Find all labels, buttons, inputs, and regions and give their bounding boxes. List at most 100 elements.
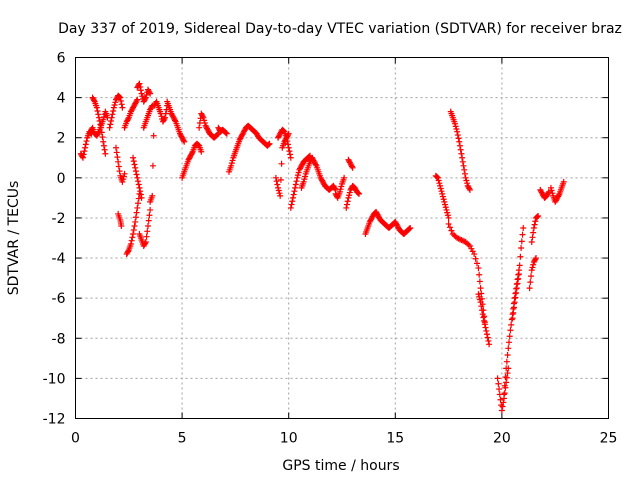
data-point [118, 222, 125, 229]
data-series [106, 92, 126, 131]
data-point [161, 116, 168, 123]
data-series [343, 182, 363, 211]
data-point [112, 99, 119, 106]
chart-title: Day 337 of 2019, Sidereal Day-to-day VTE… [58, 21, 622, 37]
data-point [337, 186, 344, 193]
data-point [496, 386, 503, 393]
data-point [439, 190, 446, 197]
data-point [119, 178, 126, 185]
data-series [298, 154, 339, 193]
data-point [437, 185, 444, 192]
data-point [129, 234, 136, 241]
data-point [499, 403, 506, 410]
data-point [189, 150, 196, 157]
data-point [285, 144, 292, 151]
data-point [448, 227, 455, 234]
data-point [133, 209, 140, 216]
data-point [481, 317, 488, 324]
data-point [276, 190, 283, 197]
data-point [109, 111, 116, 118]
y-tick-label: -6 [52, 291, 66, 307]
data-point [136, 184, 143, 191]
data-point [111, 101, 118, 108]
data-point [223, 130, 230, 137]
data-point [133, 97, 140, 104]
data-point [443, 206, 450, 213]
data-point [406, 225, 413, 232]
data-series [215, 124, 230, 137]
data-point [480, 314, 487, 321]
data-point [131, 161, 138, 168]
data-point [130, 226, 137, 233]
data-point [149, 162, 156, 169]
data-point [502, 374, 509, 381]
data-point [343, 204, 350, 211]
data-point [100, 142, 107, 149]
data-point [302, 173, 309, 180]
data-point [295, 169, 302, 176]
data-point [346, 189, 353, 196]
data-point [130, 230, 137, 237]
data-point [113, 144, 120, 151]
data-point [435, 177, 442, 184]
data-series [547, 178, 567, 205]
data-point [116, 168, 123, 175]
data-point [82, 144, 89, 151]
data-point [135, 200, 142, 207]
data-series [140, 102, 156, 131]
data-point [287, 204, 294, 211]
data-point [461, 170, 468, 177]
data-point [130, 158, 137, 165]
data-point [479, 311, 486, 318]
data-point [512, 294, 519, 301]
data-series [115, 210, 125, 229]
data-series [509, 224, 527, 322]
data-point [278, 160, 285, 167]
data-point [515, 275, 522, 282]
data-point [455, 135, 462, 142]
data-point [100, 138, 107, 145]
y-tick-label: -2 [52, 211, 66, 227]
data-point [349, 164, 356, 171]
data-point [511, 299, 518, 306]
data-point [142, 239, 149, 246]
data-point [135, 181, 142, 188]
data-point [454, 132, 461, 139]
data-point [501, 391, 508, 398]
data-point [284, 141, 291, 148]
data-point [530, 229, 537, 236]
data-point [459, 154, 466, 161]
data-point [134, 174, 141, 181]
data-series [147, 98, 171, 205]
data-point [110, 107, 117, 114]
data-series [528, 212, 542, 246]
data-point [441, 198, 448, 205]
data-series [123, 190, 143, 258]
data-point [107, 121, 114, 128]
data-point [180, 137, 187, 144]
data-point [287, 151, 294, 158]
data-point [312, 161, 319, 168]
data-series [113, 144, 128, 185]
data-point [461, 166, 468, 173]
data-point [300, 178, 307, 185]
data-point [456, 138, 463, 145]
data-point [147, 90, 154, 97]
data-point [510, 304, 517, 311]
data-point [288, 201, 295, 208]
data-point [142, 94, 149, 101]
data-point [458, 150, 465, 157]
data-point [198, 148, 205, 155]
data-point [529, 234, 536, 241]
data-series [526, 255, 540, 292]
data-point [147, 206, 154, 213]
data-point [440, 196, 447, 203]
data-series [164, 98, 188, 145]
data-point [477, 285, 484, 292]
data-point [507, 327, 514, 334]
data-point [356, 190, 363, 197]
data-point [534, 213, 541, 220]
data-point [513, 289, 520, 296]
data-point [117, 97, 124, 104]
